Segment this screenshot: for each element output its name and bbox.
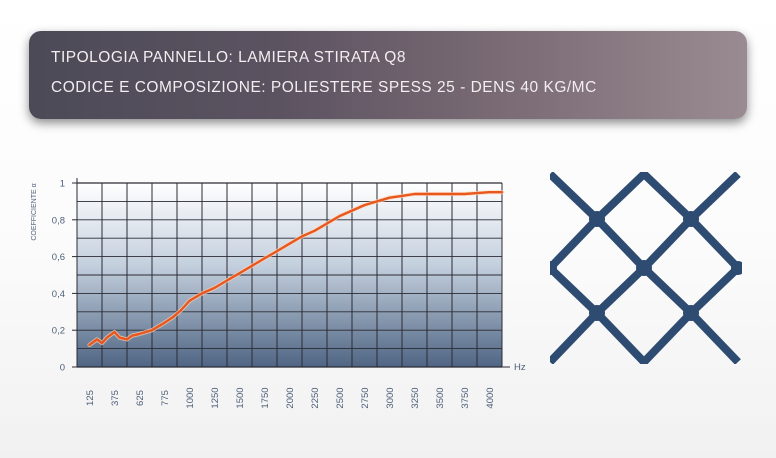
y-tick-label: 0,6 — [52, 252, 65, 263]
expanded-metal-diamond-mesh-icon — [550, 172, 742, 364]
x-tick-label: 1500 — [235, 387, 246, 408]
series-line — [88, 190, 504, 347]
panel-composition-label: CODICE E COMPOSIZIONE: POLIESTERE SPESS … — [51, 79, 597, 96]
y-tick-label: 0,4 — [52, 289, 65, 300]
x-tick-label: 2750 — [360, 387, 371, 408]
panel-info-banner: TIPOLOGIA PANNELLO: LAMIERA STIRATA Q8 C… — [29, 31, 747, 119]
x-tick-label: 375 — [110, 390, 121, 406]
x-tick-label: 125 — [85, 390, 96, 406]
y-axis: 0 0,2 0,4 0,6 0,8 1 — [52, 179, 65, 374]
panel-type-label: TIPOLOGIA PANNELLO: LAMIERA STIRATA Q8 — [51, 49, 406, 66]
y-axis-label: COEFFICIENTE α — [31, 183, 38, 240]
y-tick-label: 0 — [60, 363, 65, 374]
x-axis-label: Hz — [514, 362, 526, 373]
x-tick-label: 775 — [160, 390, 171, 406]
series — [87, 190, 505, 347]
x-tick-label: 2500 — [335, 387, 346, 408]
x-tick-label: 625 — [135, 390, 146, 406]
y-tick-label: 1 — [60, 179, 65, 190]
x-tick-label: 1000 — [185, 387, 196, 408]
x-tick-label: 1750 — [260, 387, 271, 408]
x-tick-label: 3500 — [435, 387, 446, 408]
x-tick-label: 2000 — [285, 387, 296, 408]
x-tick-label: 1250 — [210, 387, 221, 408]
y-tick-label: 0,2 — [52, 326, 65, 337]
x-axis: 125 375 625 775 1000 1250 1500 1750 2000 2250 2500… — [85, 387, 496, 408]
grid — [72, 178, 510, 368]
x-tick-label: 4000 — [485, 387, 496, 408]
x-tick-label: 3750 — [460, 387, 471, 408]
x-tick-label: 3250 — [410, 387, 421, 408]
y-tick-label: 0,8 — [52, 215, 65, 226]
x-tick-label: 3000 — [385, 387, 396, 408]
x-tick-label: 2250 — [310, 387, 321, 408]
